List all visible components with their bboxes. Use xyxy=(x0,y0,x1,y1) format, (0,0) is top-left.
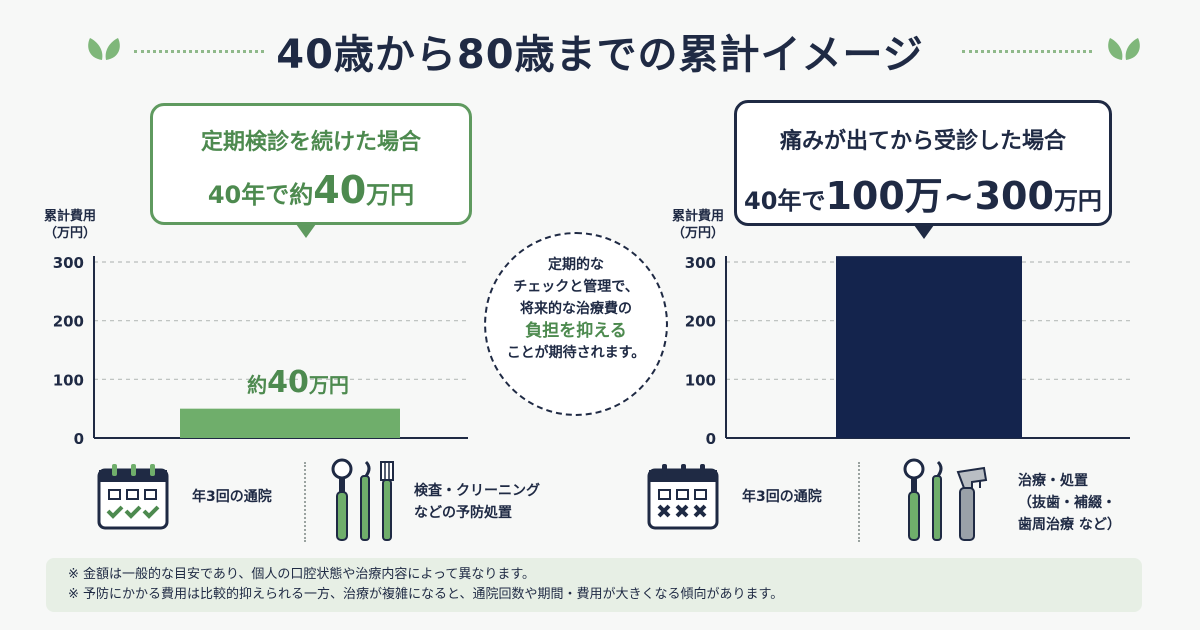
left-callout-pointer xyxy=(296,224,316,238)
footnote: ※ 金額は一般的な目安であり、個人の口腔状態や治療内容によって異なります。 xyxy=(68,567,536,582)
info-line: 年3回の通院 xyxy=(742,489,822,505)
right-callout-heading: 痛みが出てから受診した場合 xyxy=(779,129,1066,154)
left-axis-title-line1: 累計費用 xyxy=(44,209,97,224)
dental-tools-icon xyxy=(331,458,394,541)
page-title: 40歳から80歳までの累計イメージ xyxy=(276,32,924,78)
y-tick-label: 300 xyxy=(685,254,716,272)
dental-drill-icon xyxy=(903,458,988,541)
y-tick-label: 0 xyxy=(706,430,716,448)
y-tick-label: 100 xyxy=(685,371,716,389)
left-callout: 定期検診を続けた場合 40年で約40万円 xyxy=(150,103,472,225)
info-line: 年3回の通院 xyxy=(192,489,272,505)
info-line: 治療・処置 xyxy=(1018,473,1088,489)
left-callout-big: 40 xyxy=(313,168,367,212)
right-callout: 痛みが出てから受診した場合 40年で100万~300万円 xyxy=(734,100,1112,226)
bar xyxy=(180,408,400,438)
y-tick-label: 200 xyxy=(685,313,716,331)
leaf-icon xyxy=(88,38,120,60)
right-axis-title-line1: 累計費用 xyxy=(672,209,725,224)
right-callout-prefix: 40年で xyxy=(744,187,826,215)
calendar-check-icon xyxy=(97,464,169,530)
info-line: 歯周治療 など） xyxy=(1018,517,1121,533)
center-note-highlight: 負担を抑える xyxy=(525,321,627,341)
center-note-line: 将来的な治療費の xyxy=(520,301,632,317)
left-info-treatment: 検査・クリーニング などの予防処置 xyxy=(414,480,540,524)
divider xyxy=(858,462,860,542)
right-callout-big: 100万~300 xyxy=(825,174,1054,218)
y-tick-label: 0 xyxy=(74,430,84,448)
bar-data-label: 約40万円 xyxy=(247,365,349,400)
y-tick-label: 300 xyxy=(53,254,84,272)
calendar-x-icon xyxy=(647,464,719,530)
y-tick-label: 100 xyxy=(53,371,84,389)
left-axis-title-line2: （万円） xyxy=(44,226,97,241)
info-line: （抜歯・補綴・ xyxy=(1018,495,1116,511)
center-note: 定期的な チェックと管理で、 将来的な治療費の 負担を抑える ことが期待されます… xyxy=(484,232,668,416)
left-callout-prefix: 40年で約 xyxy=(207,181,314,209)
info-line: などの予防処置 xyxy=(414,505,512,521)
title-dots-left xyxy=(134,50,264,53)
right-callout-pointer xyxy=(914,225,934,239)
right-info-visits: 年3回の通院 xyxy=(742,486,822,508)
right-axis-title-line2: （万円） xyxy=(672,226,725,241)
center-note-line: チェックと管理で、 xyxy=(513,279,639,295)
left-info-visits: 年3回の通院 xyxy=(192,486,272,508)
center-note-line: 定期的な xyxy=(548,257,604,273)
footnote: ※ 予防にかかる費用は比較的抑えられる一方、治療が複雑になると、通院回数や期間・… xyxy=(68,587,784,602)
center-note-line: ことが期待されます。 xyxy=(506,345,646,361)
left-callout-suffix: 万円 xyxy=(366,181,415,209)
right-callout-suffix: 万円 xyxy=(1053,187,1102,215)
right-callout-amount: 40年で100万~300万円 xyxy=(737,165,1109,220)
right-info-treatment: 治療・処置 （抜歯・補綴・ 歯周治療 など） xyxy=(1018,470,1121,536)
left-callout-heading: 定期検診を続けた場合 xyxy=(200,130,421,155)
title-dots-right xyxy=(962,50,1092,53)
leaf-icon xyxy=(1108,38,1140,60)
divider xyxy=(304,462,306,542)
left-axis-title: 累計費用 （万円） xyxy=(44,208,96,242)
footnotes: ※ 金額は一般的な目安であり、個人の口腔状態や治療内容によって異なります。 ※ … xyxy=(46,558,1142,612)
y-tick-label: 200 xyxy=(53,313,84,331)
bar xyxy=(836,256,1022,438)
right-axis-title: 累計費用 （万円） xyxy=(672,208,724,242)
left-callout-amount: 40年で約40万円 xyxy=(153,168,469,212)
info-line: 検査・クリーニング xyxy=(414,483,540,499)
